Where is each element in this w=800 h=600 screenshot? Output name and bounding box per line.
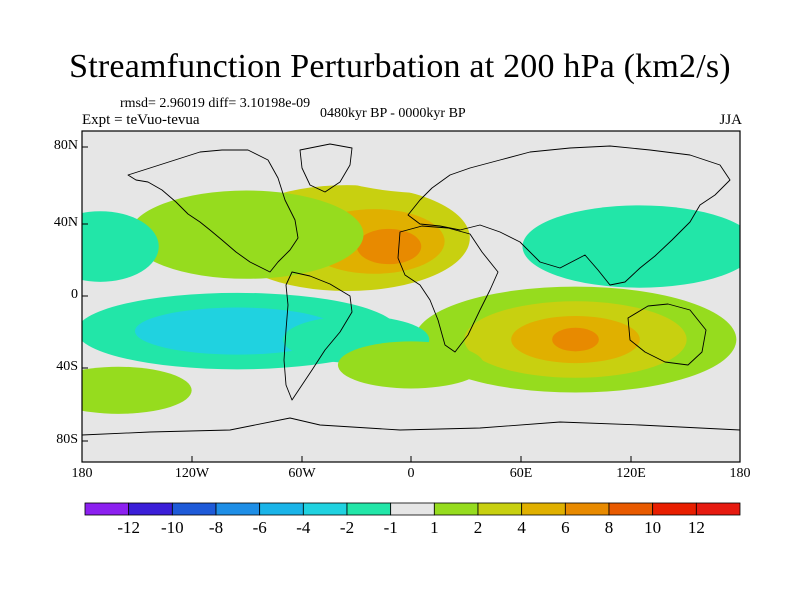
colorbar-label: 8: [604, 518, 614, 537]
colorbar-label: 2: [473, 518, 483, 537]
colorbar-swatch: [652, 502, 697, 516]
axis-ticks: [81, 146, 741, 462]
contour-field-11: [522, 205, 740, 288]
colorbar-label: -6: [252, 518, 267, 537]
colorbar-swatch: [521, 502, 566, 516]
colorbar-swatch: [564, 502, 610, 516]
colorbar-label: -8: [208, 518, 224, 537]
colorbar-swatch: [128, 502, 173, 516]
y-tick-label: 80S: [56, 432, 78, 447]
europe-asia-coast: [407, 145, 731, 286]
map-title: Streamfunction Perturbation at 200 hPa (…: [69, 48, 731, 85]
map-plot: [82, 131, 740, 462]
coastlines: [82, 143, 740, 436]
y-tick-label: 80N: [53, 138, 78, 153]
africa-coast: [397, 225, 499, 353]
colorbar-label: 4: [517, 518, 526, 537]
colorbar-label: 6: [561, 518, 570, 537]
x-tick-label: 120W: [174, 466, 210, 481]
y-tick-label: 40N: [53, 215, 78, 230]
contour-field-15: [639, 146, 740, 194]
colorbar-swatch: [608, 502, 654, 516]
colorbar-label: -12: [117, 518, 140, 537]
contour-field-3: [129, 190, 364, 279]
colorbar-label: -4: [296, 518, 311, 537]
colorbar-label: -2: [339, 518, 355, 537]
contour-field-12: [82, 211, 159, 282]
x-tick-label: 60E: [509, 466, 533, 481]
colorbar-swatch: [346, 502, 392, 516]
contour-field-2: [356, 228, 422, 265]
x-tick-label: 180: [729, 466, 751, 481]
contour-field-13: [191, 378, 485, 426]
colorbar-swatch: [695, 502, 741, 516]
contour-fields: [82, 146, 740, 426]
colorbar-label: 10: [644, 518, 662, 537]
colorbar-swatch: [390, 502, 435, 516]
colorbar-swatch: [477, 502, 523, 516]
contour-field-16: [82, 366, 192, 414]
colorbar-swatch: [171, 502, 217, 516]
colorbar-label: -10: [160, 518, 184, 537]
colorbar: [84, 502, 741, 516]
contour-field-17: [337, 341, 485, 389]
x-tick-label: 120E: [616, 466, 646, 481]
y-tick-label: 0: [71, 287, 78, 302]
greenland-coast: [299, 143, 353, 193]
colorbar-label: 12: [687, 518, 705, 537]
x-tick-label: 180: [71, 466, 93, 481]
stats-text: rmsd= 2.96019 diff= 3.10198e-09: [120, 96, 311, 111]
colorbar-swatch: [433, 502, 479, 516]
north-america-coast: [127, 149, 299, 273]
contour-field-7: [552, 327, 599, 352]
x-tick-label: 0: [407, 466, 415, 481]
season-text: JJA: [719, 112, 742, 128]
colorbar-label: -1: [383, 518, 398, 537]
y-tick-label: 40S: [56, 359, 78, 374]
colorbar-swatch: [302, 502, 348, 516]
colorbar-swatch: [259, 502, 304, 516]
period-text: 0480kyr BP - 0000kyr BP: [320, 106, 466, 121]
colorbar-label: 1: [430, 518, 439, 537]
australia-coast: [627, 303, 707, 366]
colorbar-swatch: [215, 502, 261, 516]
experiment-text: Expt = teVuo-tevua: [82, 112, 200, 128]
contour-field-14: [330, 146, 565, 194]
antarctica-coast: [82, 417, 740, 436]
colorbar-swatch: [84, 502, 130, 516]
south-america-coast: [283, 271, 353, 401]
x-tick-label: 60W: [288, 466, 316, 481]
